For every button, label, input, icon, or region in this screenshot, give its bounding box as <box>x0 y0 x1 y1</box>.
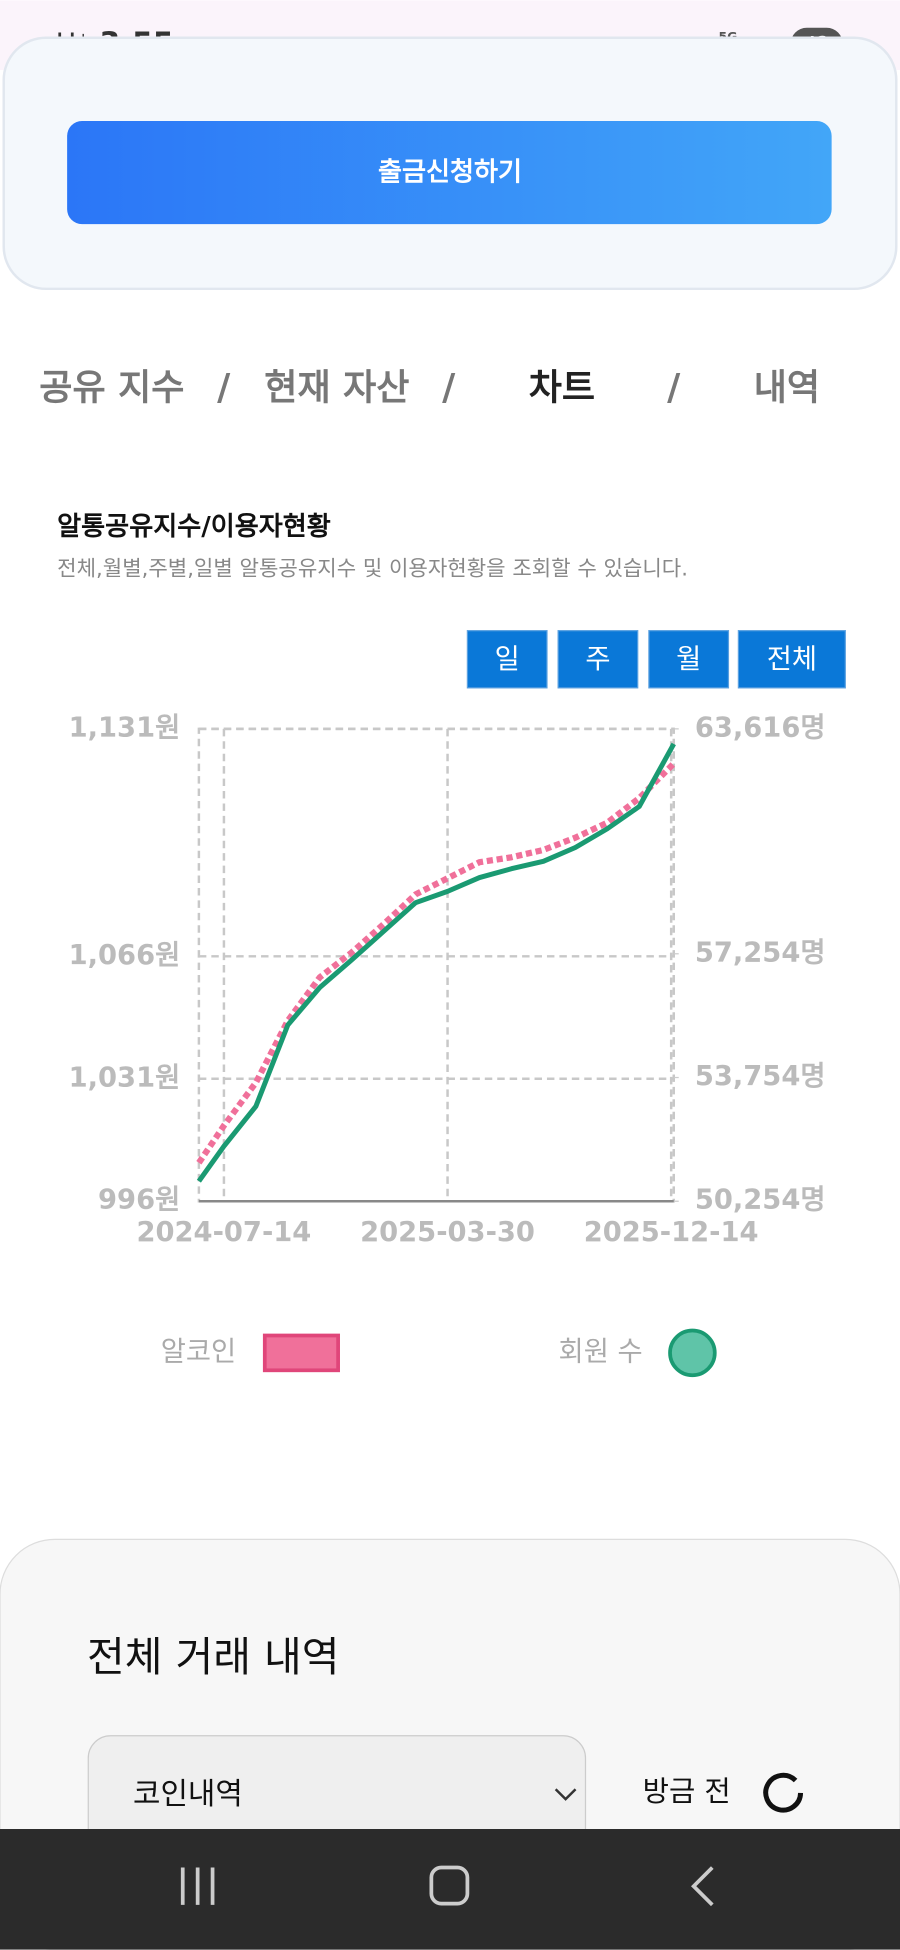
x-tick-label: 2024-07-14 <box>137 1217 312 1248</box>
y2-tick-label: 53,754명 <box>695 1061 826 1092</box>
x-tick-label: 2025-12-14 <box>584 1217 759 1248</box>
dropdown-label: 코인내역 <box>133 1777 243 1812</box>
nav-recent[interactable] <box>180 1867 215 1905</box>
dropdown-arrow <box>554 1788 577 1801</box>
legend-swatch <box>262 1333 340 1373</box>
history-title: 전체 거래 내역 <box>87 1633 339 1681</box>
tab[interactable]: 내역 <box>754 368 820 409</box>
chart-title: 알통공유지수/이용자현황 <box>57 512 331 542</box>
period-label: 일 <box>495 644 520 675</box>
period-button[interactable] <box>648 630 730 689</box>
period-button[interactable] <box>557 630 639 689</box>
series-line <box>196 761 676 1165</box>
y-tick-label: 1,066원 <box>69 940 181 971</box>
y2-tick-label: 57,254명 <box>695 937 826 968</box>
legend-swatch <box>668 1328 717 1378</box>
y-tick-label: 1,131원 <box>69 712 181 743</box>
nav-home[interactable] <box>429 1865 470 1906</box>
withdraw-button[interactable] <box>67 120 832 225</box>
period-label: 전체 <box>767 644 817 675</box>
tab-separator: / <box>217 368 231 409</box>
legend-label: 회원 수 <box>559 1336 643 1367</box>
period-button[interactable] <box>466 630 548 689</box>
tab-active[interactable]: 차트 <box>529 368 595 409</box>
tab-separator: / <box>442 368 456 409</box>
y-tick-label: 1,031원 <box>69 1062 181 1093</box>
tab[interactable]: 공유 지수 <box>39 368 184 409</box>
y2-tick-label: 50,254명 <box>695 1185 826 1216</box>
tab[interactable]: 현재 자산 <box>264 368 409 409</box>
legend-label: 알코인 <box>161 1336 236 1367</box>
refresh-label: 방금 전 <box>643 1774 731 1808</box>
nav-back[interactable] <box>691 1866 714 1907</box>
period-button[interactable] <box>737 630 846 689</box>
series-line <box>196 742 676 1183</box>
nav-bar <box>0 1829 900 1950</box>
tabs: 공유 지수 / 현재 자산 / 차트 / 내역 <box>39 368 820 409</box>
tab-separator: / <box>667 368 681 409</box>
refresh-icon[interactable] <box>763 1772 804 1813</box>
x-tick-label: 2025-03-30 <box>360 1217 535 1248</box>
plot-frame <box>197 727 675 1203</box>
period-label: 주 <box>585 644 610 675</box>
y2-tick-label: 63,616명 <box>695 712 826 743</box>
chart-subtitle: 전체,월별,주별,일별 알통공유지수 및 이용자현황을 조회할 수 있습니다. <box>57 556 688 581</box>
y-tick-label: 996원 <box>98 1185 180 1216</box>
withdraw-label: 출금신청하기 <box>378 158 522 188</box>
period-label: 월 <box>676 644 701 675</box>
